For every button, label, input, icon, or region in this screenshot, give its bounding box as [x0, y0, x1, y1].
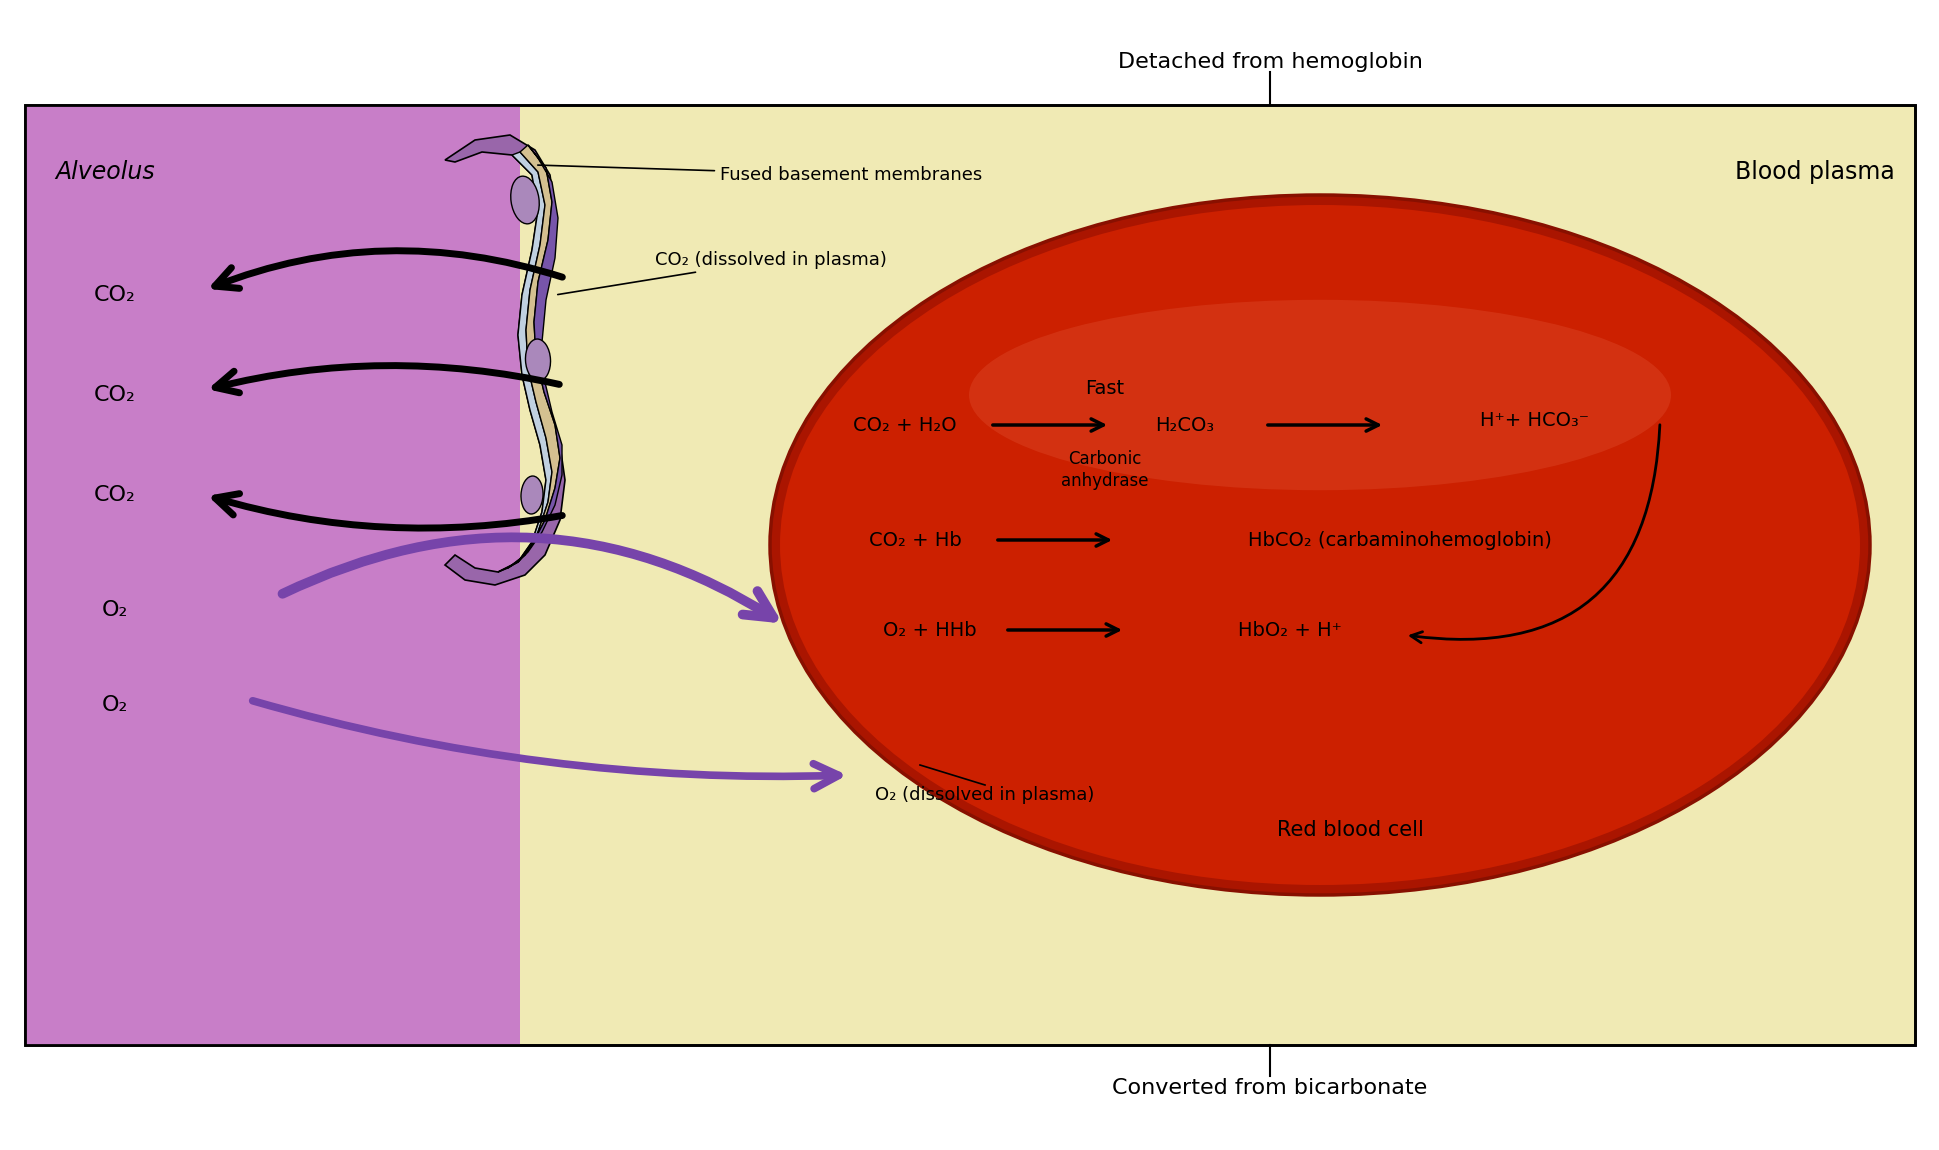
Text: CO₂ (dissolved in plasma): CO₂ (dissolved in plasma): [556, 251, 886, 294]
FancyArrowPatch shape: [1410, 424, 1660, 643]
Ellipse shape: [779, 205, 1860, 886]
Text: O₂ (dissolved in plasma): O₂ (dissolved in plasma): [874, 785, 1094, 804]
Text: Carbonic
anhydrase: Carbonic anhydrase: [1061, 450, 1148, 490]
FancyArrowPatch shape: [215, 366, 558, 393]
Text: Alveolus: Alveolus: [54, 160, 155, 184]
Text: Detached from hemoglobin: Detached from hemoglobin: [1117, 52, 1421, 72]
Text: H₂CO₃: H₂CO₃: [1156, 415, 1214, 435]
Text: H⁺+ HCO₃⁻: H⁺+ HCO₃⁻: [1479, 411, 1588, 429]
Text: Blood plasma: Blood plasma: [1733, 160, 1894, 184]
Text: CO₂ + H₂O: CO₂ + H₂O: [853, 415, 956, 435]
Ellipse shape: [770, 196, 1869, 895]
Text: O₂: O₂: [101, 600, 128, 620]
Text: CO₂: CO₂: [93, 385, 136, 405]
FancyBboxPatch shape: [25, 105, 520, 1045]
Text: Fused basement membranes: Fused basement membranes: [537, 166, 981, 184]
Ellipse shape: [522, 476, 543, 514]
Text: CO₂: CO₂: [93, 485, 136, 505]
Ellipse shape: [510, 176, 539, 224]
Ellipse shape: [968, 300, 1669, 490]
Text: HbO₂ + H⁺: HbO₂ + H⁺: [1237, 621, 1342, 639]
FancyArrowPatch shape: [215, 251, 562, 289]
Ellipse shape: [525, 339, 551, 381]
FancyArrowPatch shape: [283, 537, 774, 618]
FancyArrowPatch shape: [252, 700, 838, 789]
Polygon shape: [498, 152, 553, 572]
Polygon shape: [444, 135, 564, 585]
Text: CO₂ + Hb: CO₂ + Hb: [869, 530, 962, 550]
FancyArrowPatch shape: [215, 493, 562, 528]
Text: Fast: Fast: [1086, 380, 1125, 398]
Polygon shape: [518, 145, 562, 562]
Polygon shape: [508, 145, 560, 568]
Text: Red blood cell: Red blood cell: [1276, 820, 1423, 840]
Text: CO₂: CO₂: [93, 285, 136, 305]
Text: HbCO₂ (carbaminohemoglobin): HbCO₂ (carbaminohemoglobin): [1247, 530, 1551, 550]
Text: O₂: O₂: [101, 695, 128, 715]
Text: O₂ + HHb: O₂ + HHb: [882, 621, 977, 639]
Text: Converted from bicarbonate: Converted from bicarbonate: [1111, 1078, 1427, 1098]
FancyBboxPatch shape: [25, 105, 1914, 1045]
